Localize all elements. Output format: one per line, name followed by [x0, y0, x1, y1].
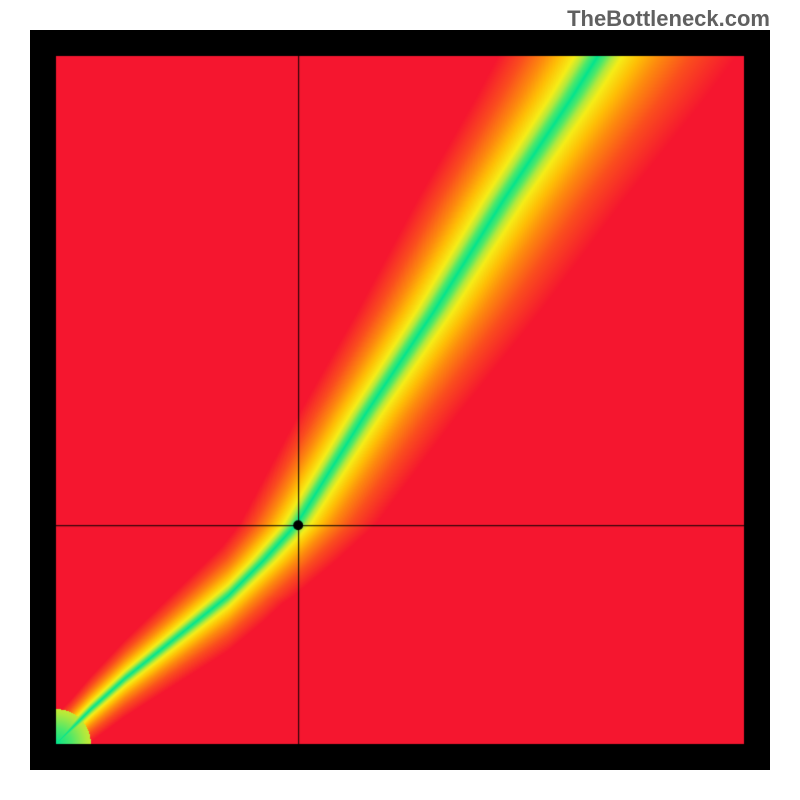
bottleneck-heatmap — [30, 30, 770, 770]
heatmap-canvas — [30, 30, 770, 770]
page-container: TheBottleneck.com — [0, 0, 800, 800]
watermark-text: TheBottleneck.com — [567, 6, 770, 32]
